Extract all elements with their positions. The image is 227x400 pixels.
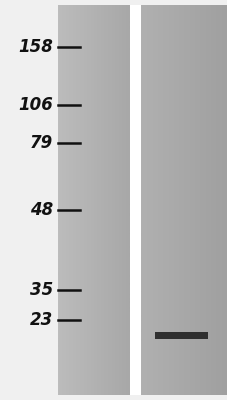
Bar bbox=[154, 332, 207, 339]
Text: 48: 48 bbox=[30, 201, 53, 219]
Bar bbox=[129, 5, 140, 395]
Bar bbox=[129, 5, 140, 395]
Bar bbox=[58, 5, 129, 395]
Text: 79: 79 bbox=[30, 134, 53, 152]
Bar bbox=[140, 5, 227, 395]
Text: 35: 35 bbox=[30, 281, 53, 299]
Text: 23: 23 bbox=[30, 311, 53, 329]
Text: 158: 158 bbox=[18, 38, 53, 56]
Text: 106: 106 bbox=[18, 96, 53, 114]
